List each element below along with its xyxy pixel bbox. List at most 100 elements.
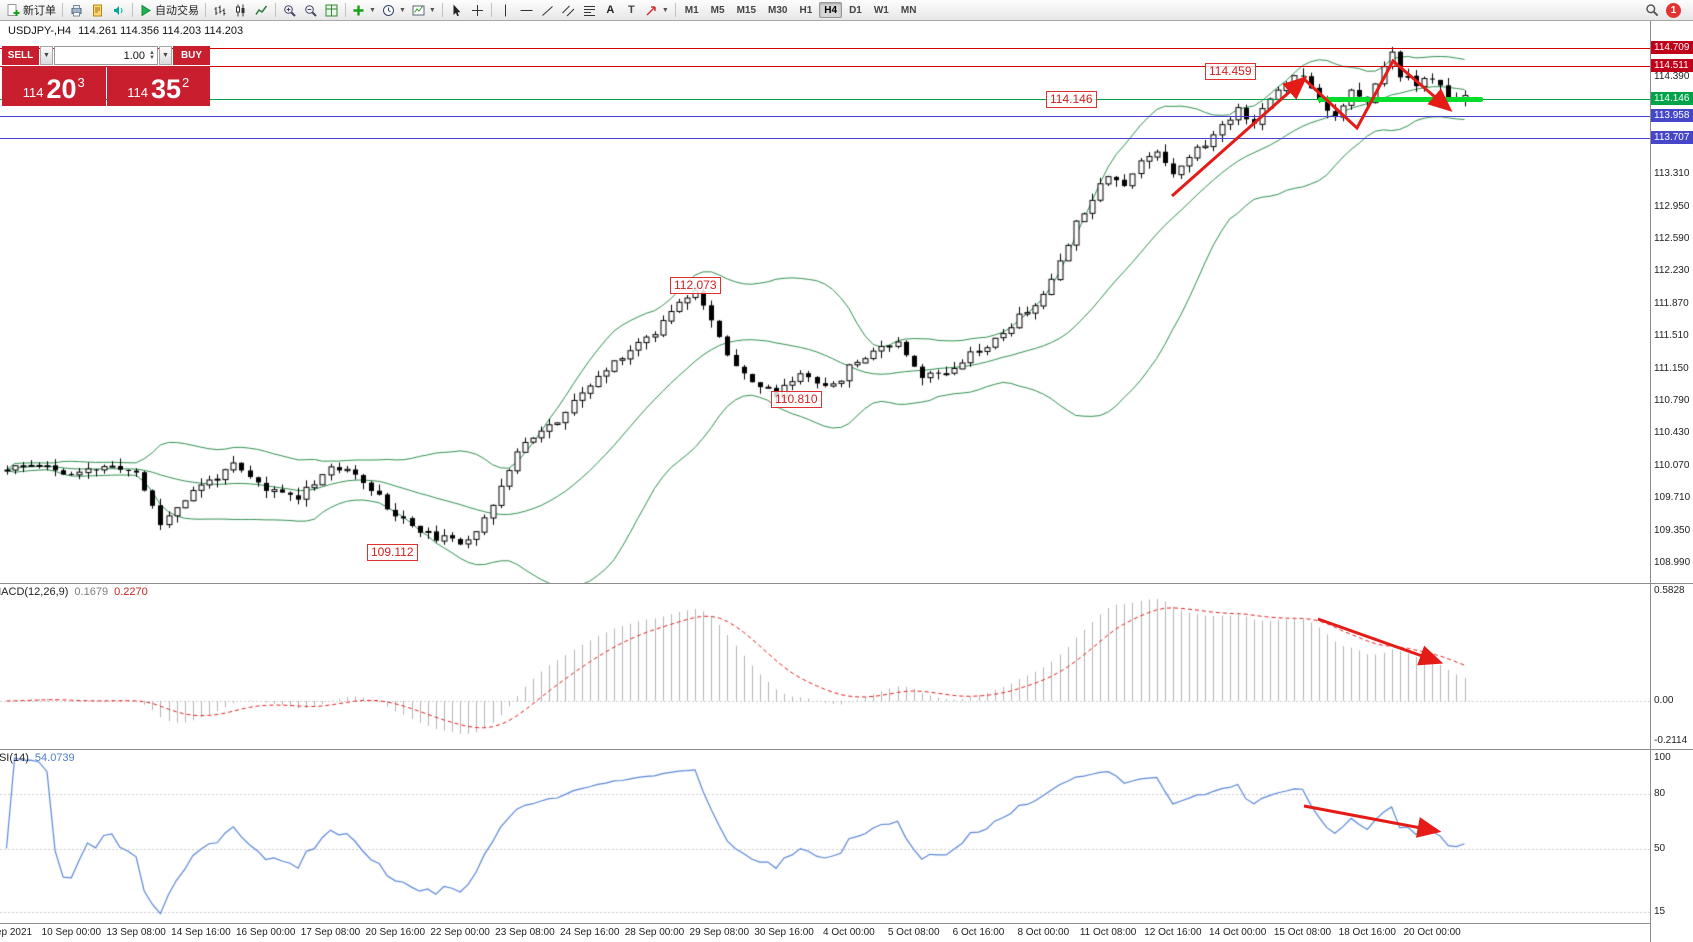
time-axis-label: 8 Oct 00:00 [1017,927,1070,938]
time-axis-label: 18 Oct 16:00 [1338,927,1396,938]
notification-badge[interactable]: 1 [1666,2,1681,18]
symbol-period-label: USDJPY-,H4 [8,25,72,37]
rsi-axis-tick: 15 [1654,905,1666,917]
timeframe-h1-button[interactable]: H1 [799,4,813,16]
timeframe-m15-button[interactable]: M15 [736,4,757,16]
search-button[interactable] [1642,1,1661,19]
time-axis-label: 16 Sep 00:00 [235,927,296,938]
chart-ohlc-header: USDJPY-,H4 114.261 114.356 114.203 114.20… [8,25,250,37]
sound-button[interactable] [109,1,128,19]
timeframe-h4-button[interactable]: H4 [819,2,843,18]
price-axis-tick: 111.510 [1654,330,1689,342]
horizontal-line-object[interactable] [0,116,1650,117]
volume-value[interactable]: 1.00 [123,49,146,62]
macd-axis-tick: 0.00 [1654,695,1674,706]
trendline-button[interactable] [538,1,557,19]
rsi-axis-tick: 80 [1654,788,1666,800]
time-axis-label: 20 Oct 00:00 [1403,927,1461,938]
time-axis-label: 14 Oct 00:00 [1209,927,1267,938]
templates-button[interactable]: ▼ [410,1,438,19]
buy-price-button[interactable]: 114 35 2 [106,66,210,106]
fibonacci-button[interactable] [580,1,599,19]
sell-dropdown[interactable]: ▼ [40,46,53,65]
price-line-label: 114.511 [1651,59,1693,72]
time-axis-label: 24 Sep 16:00 [559,927,620,938]
toolbar-separator [275,3,276,17]
arrows-button[interactable]: ▼ [643,1,671,19]
print-button[interactable] [67,1,86,19]
time-axis-label: 29 Sep 08:00 [689,927,750,938]
price-line-label: 114.146 [1651,91,1693,105]
time-axis-label: 13 Sep 08:00 [106,927,166,938]
time-axis-label: 10 Sep 00:00 [41,927,102,938]
volume-spinner[interactable]: ▲ ▼ [149,49,155,61]
candlestick-chart-button[interactable] [231,1,250,19]
timeframe-d1-button[interactable]: D1 [849,4,862,16]
periods-button[interactable]: ▼ [380,1,408,19]
toolbar-separator [674,3,676,17]
buy-dropdown[interactable]: ▼ [159,46,172,65]
crosshair-button[interactable] [468,1,487,19]
price-axis-tick: 114.390 [1654,70,1690,82]
price-axis[interactable]: 114.390 113.310 112.950 112.590 112.230 111.8… [1650,21,1693,942]
preview-button[interactable] [88,1,107,19]
sell-label[interactable]: SELL [2,46,39,65]
ohlc-values: 114.261 114.356 114.203 114.203 [78,25,244,37]
zoom-in-button[interactable] [280,1,299,19]
support-line-object[interactable] [1318,96,1483,102]
horizontal-line-object[interactable] [0,66,1650,67]
time-axis[interactable]: 9 Sep 2021 10 Sep 00:00 13 Sep 08:00 14 Sep… [0,923,1650,942]
sell-price-button[interactable]: 114 20 3 [2,66,106,106]
time-axis-label: 6 Oct 16:00 [952,927,1005,938]
chart-text-annotation[interactable]: 110.810 [771,391,822,409]
price-axis-tick: 112.950 [1654,200,1690,212]
chart-text-annotation[interactable]: 109.112 [367,543,418,561]
horizontal-line-button[interactable] [517,1,536,19]
zoom-out-button[interactable] [301,1,320,19]
autotrading-button[interactable]: 自动交易 [137,1,201,19]
toolbar-separator [345,3,346,17]
price-axis-tick: 110.430 [1654,427,1690,439]
text-button[interactable]: A [606,3,615,16]
buy-label[interactable]: BUY [173,46,210,65]
line-chart-button[interactable] [252,1,271,19]
timeframe-m1-button[interactable]: M1 [684,4,699,16]
one-click-trading-panel[interactable]: SELL ▼ 1.00 ▲ ▼ ▼ BUY 114 20 3 114 35 2 [2,46,210,106]
price-axis-tick: 113.310 [1654,168,1690,180]
time-axis-label: 15 Oct 08:00 [1273,927,1332,938]
tile-windows-button[interactable] [322,1,341,19]
price-axis-tick: 108.990 [1654,556,1691,568]
rsi-axis-tick: 100 [1654,752,1671,763]
channel-button[interactable] [559,1,578,19]
time-axis-label: 11 Oct 08:00 [1079,927,1137,938]
horizontal-line-object[interactable] [0,99,1650,100]
rsi-pane-label: RSI(14) 54.0739 [0,752,260,764]
pane-splitter[interactable] [0,749,1693,750]
new-order-button[interactable]: 新订单 [5,1,58,19]
time-axis-label: 12 Oct 16:00 [1144,927,1202,938]
pane-splitter[interactable] [0,583,1693,584]
chart-text-annotation[interactable]: 114.459 [1205,62,1256,80]
macd-name: MACD(12,26,9) [0,586,69,598]
price-axis-tick: 112.230 [1654,265,1690,277]
time-axis-label: 20 Sep 16:00 [365,927,426,938]
chart-text-annotation[interactable]: 112.073 [670,277,721,295]
bar-chart-button[interactable] [210,1,229,19]
label-button[interactable]: T [627,3,635,16]
timeframe-mn-button[interactable]: MN [900,4,917,16]
chart-text-annotation[interactable]: 114.146 [1046,90,1097,108]
price-line-label: 113.707 [1651,131,1693,145]
horizontal-line-object[interactable] [0,48,1650,49]
timeframe-m5-button[interactable]: M5 [710,4,725,16]
vertical-line-button[interactable] [496,1,515,19]
cursor-button[interactable] [447,1,466,19]
volume-field[interactable]: 1.00 ▲ ▼ [54,46,158,65]
timeframe-m30-button[interactable]: M30 [768,4,788,16]
price-axis-tick: 109.710 [1654,492,1691,504]
indicators-button[interactable]: ▼ [350,1,378,19]
price-axis-tick: 112.590 [1654,232,1690,244]
rsi-name: RSI(14) [0,752,29,764]
horizontal-line-object[interactable] [0,138,1650,139]
timeframe-w1-button[interactable]: W1 [873,4,889,16]
